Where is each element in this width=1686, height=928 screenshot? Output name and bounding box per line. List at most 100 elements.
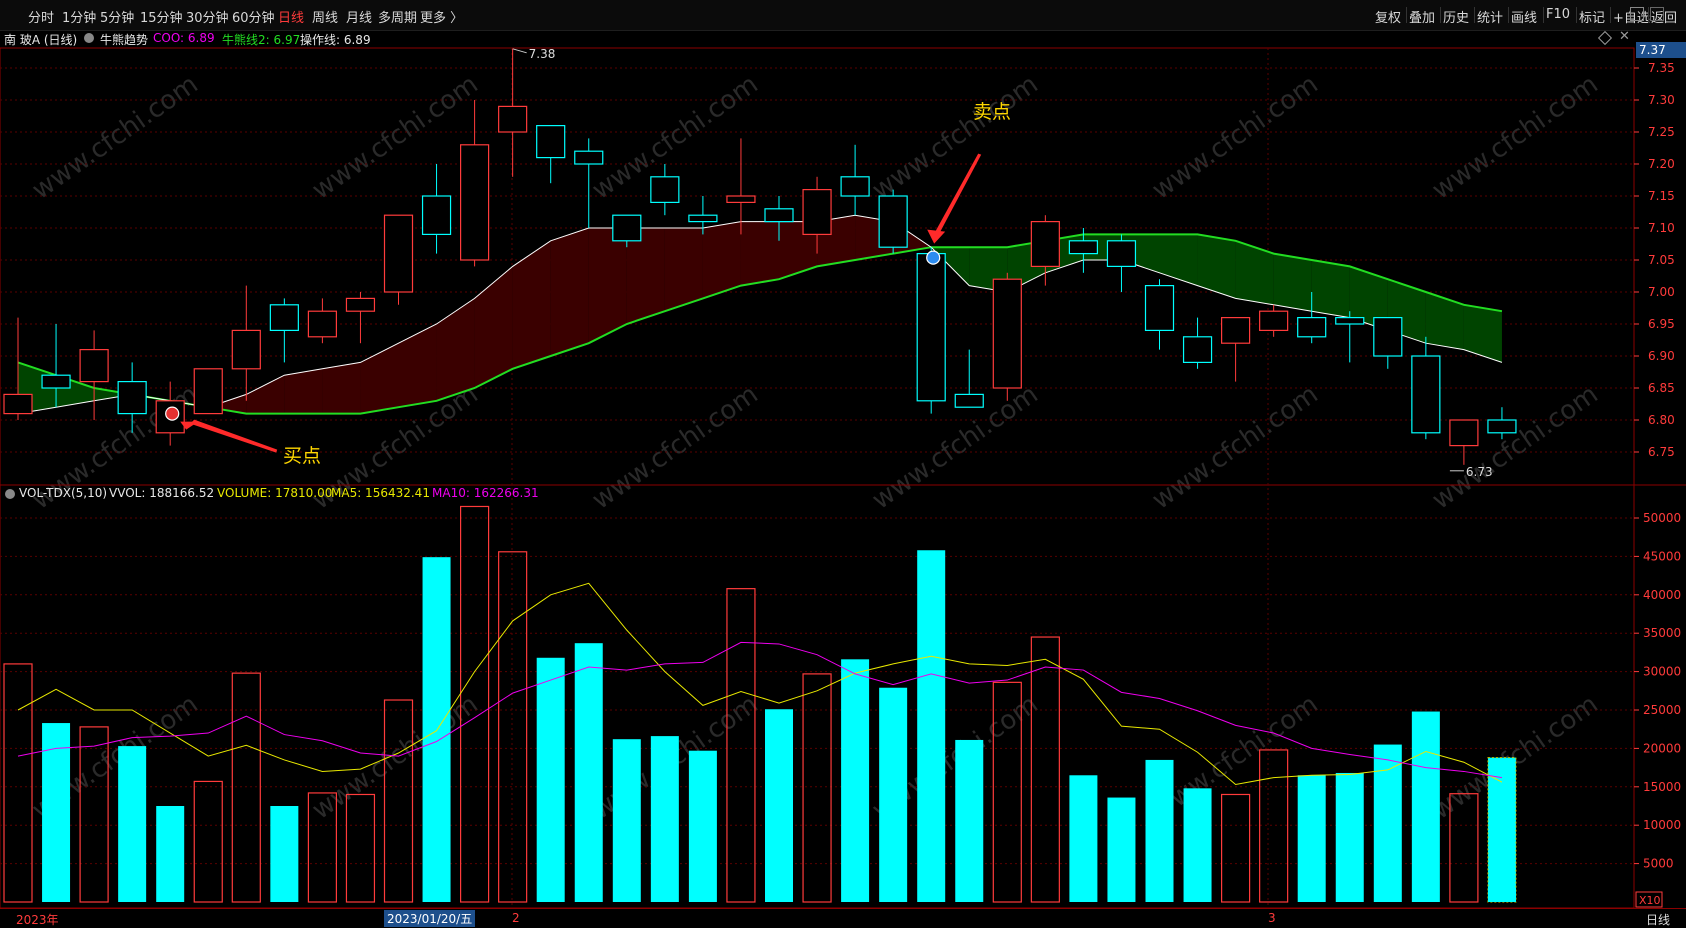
op-line-value: 操作线: 6.89 bbox=[300, 33, 371, 47]
watermark: www.cfchi.com bbox=[307, 69, 484, 205]
buy-signal-dot bbox=[165, 406, 180, 421]
band-segment bbox=[1349, 266, 1388, 331]
vol-indicator-name[interactable]: VOL-TDX(5,10) bbox=[19, 486, 108, 500]
period-tab-6[interactable]: 日线 bbox=[278, 11, 305, 26]
period-tab-3[interactable]: 15分钟 bbox=[140, 11, 183, 26]
volume-bar bbox=[650, 736, 679, 902]
candle-body bbox=[269, 304, 299, 331]
volume-bar bbox=[1220, 793, 1251, 903]
volume-bar bbox=[1107, 797, 1136, 902]
toolbar-button-5[interactable]: F10 bbox=[1546, 7, 1571, 22]
band-segment bbox=[740, 221, 779, 286]
volume-value: VOLUME: 17810.00 bbox=[217, 486, 333, 500]
candle-body bbox=[41, 374, 71, 389]
high-marker-line bbox=[512, 48, 527, 54]
indicator-name[interactable]: 牛熊趋势 bbox=[100, 33, 149, 47]
candle-body bbox=[1068, 240, 1099, 255]
band-segment bbox=[664, 228, 703, 312]
volume-bar-current bbox=[1487, 888, 1516, 902]
candle-body bbox=[840, 176, 870, 197]
band-segment bbox=[1463, 304, 1502, 363]
candle-body bbox=[231, 329, 261, 370]
period-tab-5[interactable]: 60分钟 bbox=[232, 11, 275, 26]
period-tab-4[interactable]: 30分钟 bbox=[186, 11, 229, 26]
volume-bar bbox=[1183, 788, 1212, 902]
candle-body bbox=[79, 349, 109, 383]
candle-body bbox=[383, 214, 414, 293]
period-tab-0[interactable]: 分时 bbox=[28, 11, 55, 26]
candle-body bbox=[345, 297, 376, 312]
window-box-icon[interactable] bbox=[1650, 7, 1664, 21]
toolbar-button-6[interactable]: 标记 bbox=[1579, 11, 1606, 26]
volume-tick-label: 40000 bbox=[1643, 588, 1681, 602]
period-tab-1[interactable]: 1分钟 bbox=[62, 11, 97, 26]
candle-body bbox=[764, 208, 794, 223]
stock-name: 南 玻A (日线) bbox=[4, 33, 78, 47]
volume-bar bbox=[193, 780, 223, 903]
band-segment bbox=[1311, 260, 1350, 318]
price-tick-label: 7.00 bbox=[1648, 285, 1675, 299]
candle-body bbox=[1297, 317, 1327, 338]
period-tab-10[interactable]: 更多 〉 bbox=[420, 11, 464, 26]
band-segment bbox=[1235, 240, 1274, 305]
toolbar-button-2[interactable]: 历史 bbox=[1443, 11, 1470, 26]
period-tab-8[interactable]: 月线 bbox=[346, 11, 373, 26]
toolbar-button-0[interactable]: 复权 bbox=[1375, 11, 1402, 26]
volume-tick-label: 25000 bbox=[1643, 703, 1681, 717]
volume-bar bbox=[118, 746, 147, 902]
volume-bar bbox=[1411, 711, 1440, 902]
band-segment bbox=[398, 324, 437, 408]
candle-body bbox=[954, 393, 984, 408]
price-tick-label: 6.90 bbox=[1648, 349, 1675, 363]
restore-window-icon[interactable] bbox=[1630, 7, 1644, 21]
volume-bar bbox=[307, 792, 337, 903]
toolbar-separator bbox=[1440, 7, 1441, 23]
band-segment bbox=[512, 240, 551, 369]
volume-bar bbox=[1373, 744, 1402, 902]
candle-body bbox=[1411, 355, 1441, 434]
vol-settings-icon[interactable] bbox=[5, 489, 15, 499]
price-tick-label: 7.35 bbox=[1648, 61, 1675, 75]
date-axis: 2023年 2023/01/20/五 2 3 日线 bbox=[0, 908, 1686, 927]
candle-body bbox=[421, 195, 452, 236]
volume-bar bbox=[156, 806, 185, 902]
axis-period[interactable]: 日线 bbox=[1646, 913, 1671, 927]
price-tick-label: 7.25 bbox=[1648, 125, 1675, 139]
candle-body bbox=[1030, 221, 1060, 268]
toolbar-button-3[interactable]: 统计 bbox=[1477, 11, 1504, 26]
toolbar-button-7[interactable]: +自选 bbox=[1613, 11, 1650, 26]
volume-tick-label: 15000 bbox=[1643, 780, 1681, 794]
price-axis: 7.35 7.30 7.25 7.20 7.15 7.10 7.05 7.00 6.95 6.90… bbox=[1633, 48, 1681, 908]
volume-bar bbox=[231, 672, 261, 903]
watermark: www.cfchi.com bbox=[1147, 379, 1324, 515]
toolbar-separator bbox=[1543, 7, 1544, 23]
watermark: www.cfchi.com bbox=[1427, 69, 1604, 205]
period-tab-7[interactable]: 周线 bbox=[312, 11, 339, 26]
coo-value: COO: 6.89 bbox=[153, 31, 215, 45]
price-tick-label: 6.95 bbox=[1648, 317, 1675, 331]
sell-signal-dot bbox=[926, 250, 941, 265]
toolbar-button-8[interactable]: 返回 bbox=[1651, 11, 1678, 26]
toolbar-button-4[interactable]: 画线 bbox=[1511, 11, 1538, 26]
ma10-value: MA10: 162266.31 bbox=[432, 486, 539, 500]
indicator-settings-icon[interactable] bbox=[84, 33, 94, 43]
volume-bar bbox=[79, 726, 109, 903]
year-label: 2023年 bbox=[16, 913, 59, 927]
candle-body bbox=[1144, 285, 1175, 332]
candle-body bbox=[612, 214, 642, 242]
period-tab-2[interactable]: 5分钟 bbox=[100, 11, 135, 26]
close-panel-icon[interactable]: ✕ bbox=[1619, 29, 1630, 44]
price-tick-label: 7.05 bbox=[1648, 253, 1675, 267]
volume-tick-label: 45000 bbox=[1643, 549, 1681, 563]
op-line bbox=[17, 214, 1503, 415]
candle-body bbox=[916, 253, 946, 402]
band-segment bbox=[550, 228, 589, 356]
toolbar-button-1[interactable]: 叠加 bbox=[1409, 11, 1436, 26]
volume-bars bbox=[3, 505, 1517, 903]
volume-bar bbox=[536, 657, 565, 902]
candle-body bbox=[688, 214, 718, 223]
period-tab-9[interactable]: 多周期 bbox=[378, 11, 418, 26]
low-label: 6.73 bbox=[1466, 465, 1493, 479]
volume-bar bbox=[765, 709, 793, 902]
